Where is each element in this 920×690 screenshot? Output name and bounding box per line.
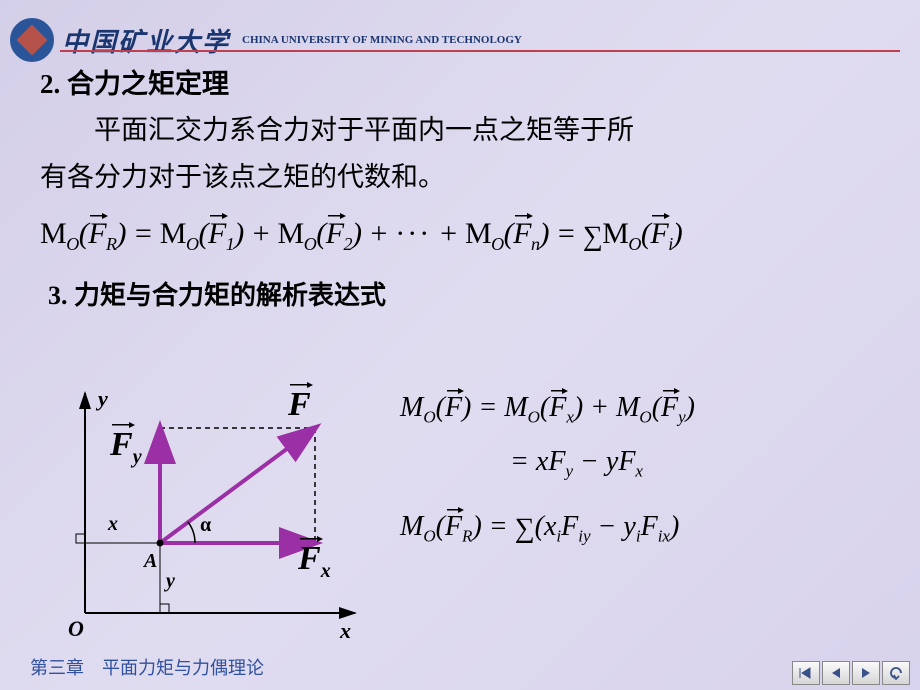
section-2-para2: 有各分力对于该点之矩的代数和。 [40, 156, 890, 199]
slide-content: 2. 合力之矩定理 平面汇交力系合力对于平面内一点之矩等于所 有各分力对于该点之… [40, 62, 890, 324]
section-2-heading: 2. 合力之矩定理 [40, 62, 890, 101]
label-origin: O [68, 616, 84, 642]
nav-prev-button[interactable] [822, 661, 850, 685]
section-3-num: 3. [48, 281, 68, 310]
equation-1: MO(FR) = MO(F1) + MO(F2) + ··· + MO(Fn) … [40, 217, 890, 255]
university-name-en: CHINA UNIVERSITY OF MINING AND TECHNOLOG… [242, 34, 522, 46]
label-x-axis: x [340, 618, 351, 644]
header-divider [60, 50, 900, 52]
section-3-title: 力矩与合力矩的解析表达式 [74, 281, 386, 310]
header: 中国矿业大学 CHINA UNIVERSITY OF MINING AND TE… [10, 18, 910, 62]
university-name-cn: 中国矿业大学 [62, 22, 230, 59]
label-y-axis: y [98, 386, 108, 412]
label-point-a: A [144, 550, 157, 573]
nav-buttons [792, 661, 910, 685]
nav-first-button[interactable] [792, 661, 820, 685]
footer-chapter: 第三章 平面力矩与力偶理论 [30, 654, 264, 680]
label-force-f: F [288, 386, 311, 424]
section-2-title: 合力之矩定理 [67, 69, 229, 99]
section-3-heading: 3. 力矩与合力矩的解析表达式 [48, 275, 890, 312]
label-force-fx: Fx [298, 540, 331, 583]
nav-return-button[interactable] [882, 661, 910, 685]
equations-right: MO(F) = MO(Fx) + MO(Fy) = xFy − yFx MO(F… [400, 392, 695, 565]
eq-row-1: MO(F) = MO(Fx) + MO(Fy) [400, 392, 695, 428]
nav-next-button[interactable] [852, 661, 880, 685]
label-alpha: α [200, 514, 211, 537]
section-2-num: 2. [40, 69, 60, 99]
force-diagram: y x O A x y α F Fx Fy [40, 378, 370, 658]
eq-row-2: = xFy − yFx [400, 446, 695, 482]
label-y-tick: y [166, 570, 175, 593]
eq-row-3: MO(FR) = ∑(xiFiy − yiFix) [400, 511, 695, 547]
university-logo [10, 18, 54, 62]
label-x-tick: x [108, 513, 118, 536]
label-force-fy: Fy [110, 426, 142, 469]
section-2-para1: 平面汇交力系合力对于平面内一点之矩等于所 [40, 109, 890, 152]
